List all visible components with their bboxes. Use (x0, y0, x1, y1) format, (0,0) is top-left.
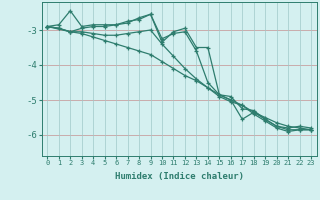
X-axis label: Humidex (Indice chaleur): Humidex (Indice chaleur) (115, 172, 244, 181)
